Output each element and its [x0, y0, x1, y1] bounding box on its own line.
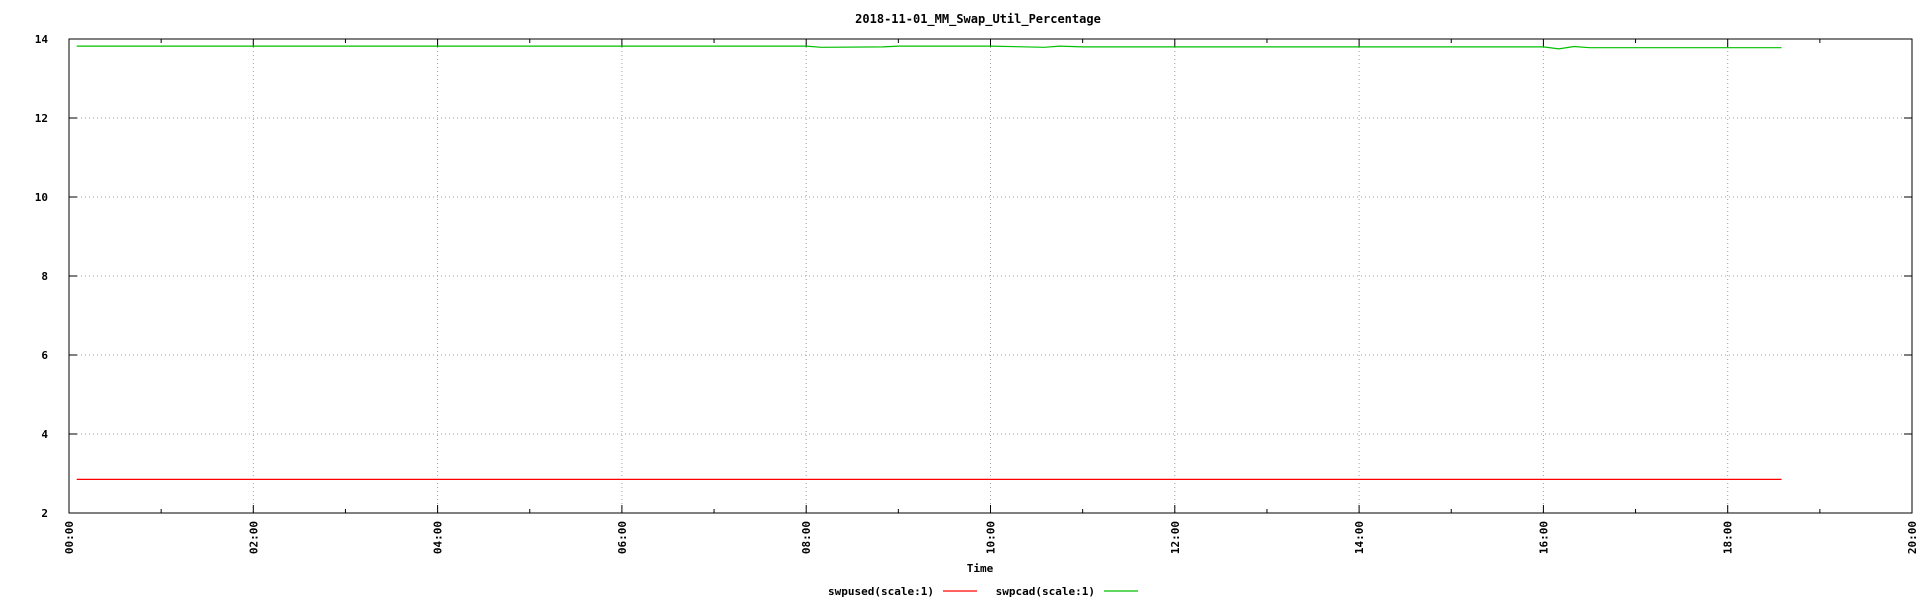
x-axis-label: Time	[967, 562, 994, 575]
y-tick-label: 2	[41, 507, 48, 520]
legend-label: swpused(scale:1)	[828, 585, 934, 598]
x-tick-label: 06:00	[616, 521, 629, 554]
x-tick-label: 10:00	[985, 521, 998, 554]
x-tick-label: 04:00	[432, 521, 445, 554]
legend: swpused(scale:1) swpcad(scale:1)	[828, 585, 1138, 598]
legend-item: swpused(scale:1)	[828, 585, 977, 598]
x-axis-tick-labels: 00:00 02:00 04:00 06:00 08:00 10:00 12:00 14:00…	[63, 521, 1919, 554]
x-tick-label: 14:00	[1353, 521, 1366, 554]
y-tick-label: 6	[41, 349, 48, 362]
legend-item: swpcad(scale:1)	[996, 585, 1138, 598]
series-lines	[76, 45, 1782, 480]
y-tick-label: 8	[41, 270, 48, 283]
y-axis-tick-labels: 2 4 6 8 10 12 14	[35, 33, 49, 520]
x-tick-label: 20:00	[1906, 521, 1919, 554]
x-tick-label: 16:00	[1537, 521, 1550, 554]
x-tick-label: 08:00	[800, 521, 813, 554]
y-tick-label: 4	[41, 428, 48, 441]
x-tick-label: 18:00	[1722, 521, 1735, 554]
y-tick-label: 10	[35, 191, 48, 204]
grid	[69, 39, 1912, 513]
x-tick-label: 00:00	[63, 521, 76, 554]
legend-label: swpcad(scale:1)	[996, 585, 1095, 598]
y-tick-label: 12	[35, 112, 48, 125]
axis-ticks	[68, 38, 1913, 514]
x-tick-label: 12:00	[1169, 521, 1182, 554]
x-tick-label: 02:00	[247, 521, 260, 554]
chart-title: 2018-11-01_MM_Swap_Util_Percentage	[855, 12, 1101, 27]
series-line-1	[76, 45, 1782, 50]
y-tick-label: 14	[35, 33, 49, 46]
